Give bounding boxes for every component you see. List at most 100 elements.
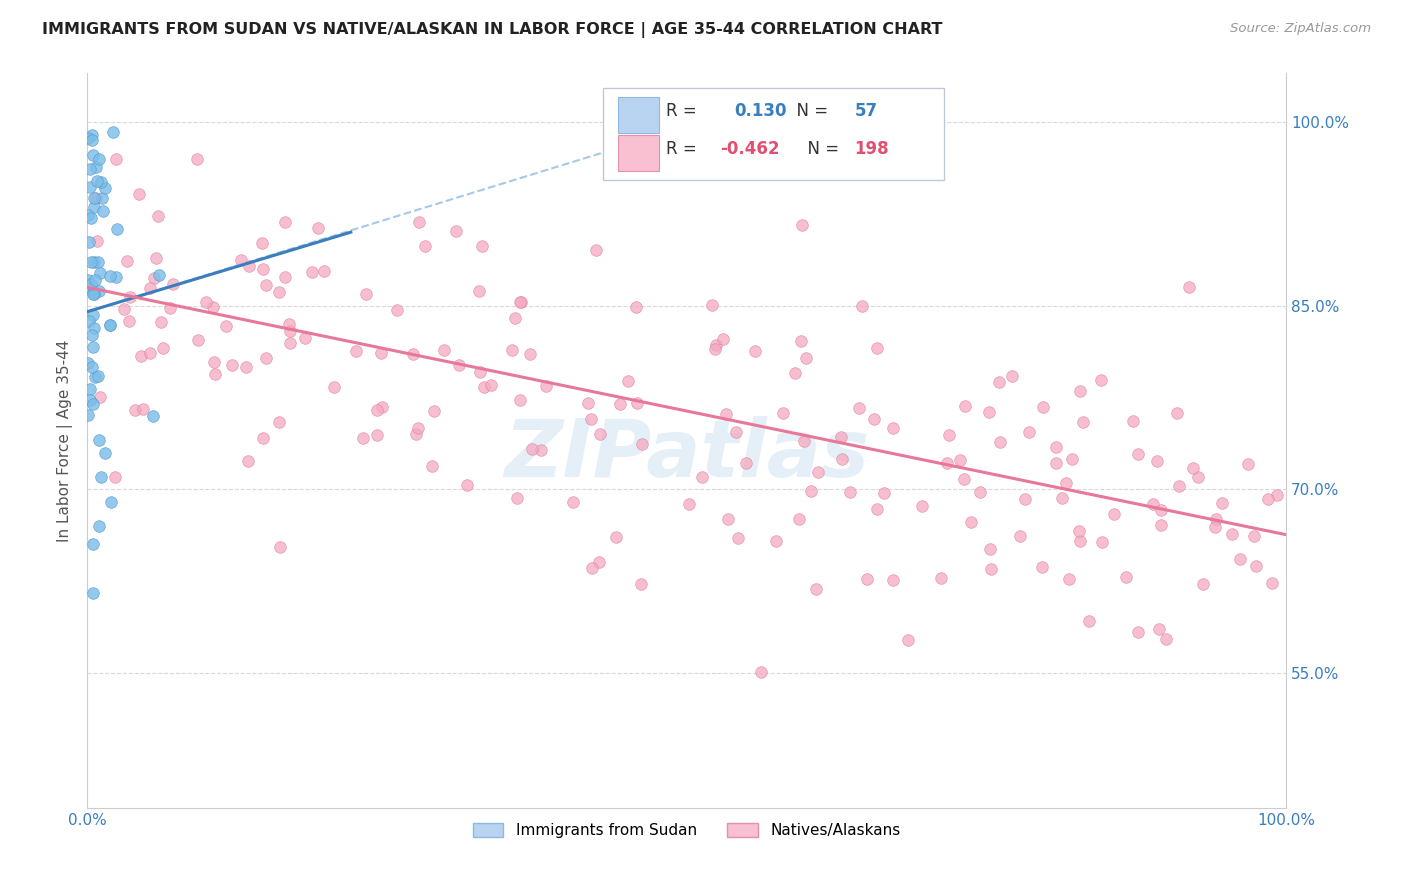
Text: Source: ZipAtlas.com: Source: ZipAtlas.com bbox=[1230, 22, 1371, 36]
Point bbox=[1071, 415, 1094, 429]
Point bbox=[354, 287, 377, 301]
Point bbox=[80, 360, 103, 375]
Point bbox=[80, 128, 103, 142]
Point bbox=[1265, 488, 1288, 502]
Point bbox=[1166, 406, 1188, 420]
Point bbox=[274, 214, 297, 228]
Point bbox=[704, 338, 727, 352]
Point bbox=[352, 431, 374, 445]
Point bbox=[1018, 425, 1040, 439]
Point bbox=[385, 302, 408, 317]
Point bbox=[402, 347, 425, 361]
Point bbox=[148, 209, 170, 223]
Point bbox=[252, 431, 274, 445]
Point bbox=[1091, 534, 1114, 549]
Point bbox=[520, 442, 543, 457]
Text: 0.130: 0.130 bbox=[734, 102, 787, 120]
Point bbox=[1126, 625, 1149, 640]
Text: IMMIGRANTS FROM SUDAN VS NATIVE/ALASKAN IN LABOR FORCE | AGE 35-44 CORRELATION C: IMMIGRANTS FROM SUDAN VS NATIVE/ALASKAN … bbox=[42, 22, 942, 38]
Point bbox=[700, 298, 723, 312]
Point bbox=[1001, 369, 1024, 384]
Point bbox=[98, 318, 121, 332]
Point bbox=[100, 494, 122, 508]
Point bbox=[1149, 503, 1171, 517]
Point bbox=[1237, 457, 1260, 471]
Point bbox=[911, 500, 934, 514]
Point bbox=[804, 582, 827, 596]
Point bbox=[139, 346, 162, 360]
Point bbox=[420, 458, 443, 473]
Point bbox=[717, 512, 740, 526]
Point bbox=[82, 308, 104, 322]
Point bbox=[1126, 447, 1149, 461]
FancyBboxPatch shape bbox=[603, 87, 945, 179]
Point bbox=[408, 215, 430, 229]
Point bbox=[142, 409, 165, 423]
Point bbox=[79, 255, 101, 269]
Point bbox=[589, 427, 612, 442]
Point bbox=[229, 253, 252, 268]
Point bbox=[468, 284, 491, 298]
Point bbox=[301, 265, 323, 279]
Point bbox=[254, 278, 277, 293]
Point bbox=[1146, 454, 1168, 468]
Point bbox=[1090, 373, 1112, 387]
Point bbox=[692, 470, 714, 484]
Point bbox=[79, 235, 101, 249]
Point bbox=[980, 561, 1002, 575]
Point bbox=[201, 301, 224, 315]
Point bbox=[807, 465, 830, 479]
Text: 57: 57 bbox=[855, 102, 877, 120]
Point bbox=[1187, 470, 1209, 484]
Point bbox=[987, 375, 1010, 389]
Point bbox=[471, 239, 494, 253]
Point bbox=[1142, 497, 1164, 511]
Point bbox=[118, 313, 141, 327]
Point bbox=[93, 181, 115, 195]
Point bbox=[882, 421, 904, 435]
Point bbox=[793, 434, 815, 448]
Point bbox=[1243, 529, 1265, 543]
Point bbox=[953, 472, 976, 486]
Point bbox=[77, 313, 100, 327]
Point bbox=[678, 497, 700, 511]
Point bbox=[86, 173, 108, 187]
Point bbox=[128, 186, 150, 201]
Point bbox=[204, 368, 226, 382]
Point bbox=[148, 268, 170, 282]
Point bbox=[80, 211, 103, 225]
Point bbox=[79, 161, 101, 176]
Point bbox=[238, 260, 260, 274]
Point bbox=[848, 401, 870, 415]
Point bbox=[105, 222, 128, 236]
Point bbox=[215, 318, 238, 333]
Point bbox=[509, 295, 531, 310]
Point bbox=[124, 402, 146, 417]
Point bbox=[90, 470, 112, 484]
Point bbox=[77, 356, 100, 370]
Point bbox=[112, 301, 135, 316]
Point bbox=[79, 382, 101, 396]
Point bbox=[82, 287, 104, 301]
Point bbox=[87, 519, 110, 533]
Point bbox=[405, 427, 427, 442]
Point bbox=[104, 469, 127, 483]
Point bbox=[882, 573, 904, 587]
Point bbox=[83, 191, 105, 205]
Point bbox=[977, 404, 1000, 418]
Point bbox=[873, 486, 896, 500]
Point bbox=[98, 268, 121, 283]
Point bbox=[617, 374, 640, 388]
Point bbox=[855, 572, 877, 586]
Point bbox=[277, 317, 299, 331]
Point bbox=[90, 191, 112, 205]
Point bbox=[609, 397, 631, 411]
Point bbox=[727, 531, 749, 545]
Point bbox=[519, 347, 541, 361]
Point bbox=[711, 332, 734, 346]
Point bbox=[588, 555, 610, 569]
Point bbox=[605, 530, 627, 544]
Point bbox=[1045, 456, 1067, 470]
Point bbox=[82, 148, 104, 162]
Point bbox=[83, 200, 105, 214]
